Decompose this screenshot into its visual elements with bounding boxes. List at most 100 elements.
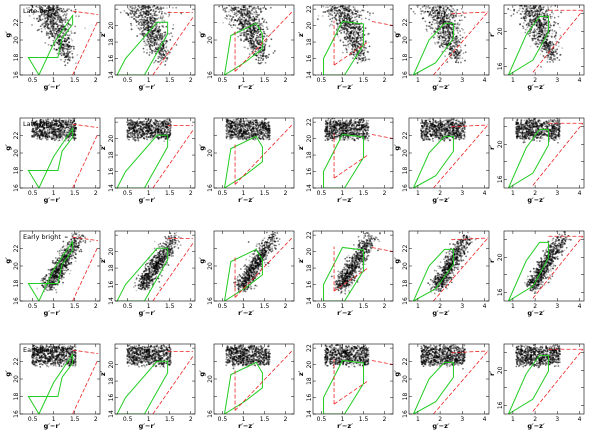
data-point	[348, 5, 351, 8]
data-point	[451, 32, 454, 35]
data-point	[359, 39, 362, 42]
data-point	[57, 13, 60, 16]
data-point	[62, 48, 64, 51]
data-point	[242, 12, 245, 15]
data-point	[540, 49, 543, 52]
data-point	[524, 15, 527, 18]
data-point	[137, 5, 140, 8]
data-point	[440, 44, 443, 47]
data-point	[246, 7, 249, 10]
data-point	[61, 138, 64, 141]
data-point	[133, 1, 135, 3]
data-point	[256, 40, 259, 43]
data-point	[542, 27, 545, 30]
data-point	[129, 16, 131, 19]
data-point	[346, 41, 349, 44]
data-point	[49, 32, 52, 35]
data-point	[548, 26, 551, 29]
data-point	[70, 9, 73, 12]
data-point	[43, 26, 46, 28]
data-point	[148, 0, 150, 1]
data-point	[339, 38, 342, 41]
data-point	[229, 8, 232, 11]
data-point	[62, 120, 64, 122]
data-point	[441, 10, 444, 13]
data-point	[449, 31, 451, 34]
data-point	[151, 18, 154, 21]
data-point	[347, 33, 350, 36]
data-point	[225, 10, 228, 13]
data-point	[334, 7, 336, 10]
data-point	[552, 43, 555, 46]
data-point	[40, 6, 43, 9]
data-point	[62, 43, 65, 46]
data-point	[62, 10, 65, 13]
data-point	[168, 32, 171, 35]
data-point	[159, 17, 162, 19]
data-point	[435, 22, 437, 24]
data-point	[136, 3, 138, 5]
x-tick-label: 3	[555, 77, 559, 84]
data-point	[367, 33, 369, 36]
x-tick-label: 2	[284, 77, 288, 84]
data-point	[143, 40, 146, 43]
data-point	[165, 12, 167, 15]
x-axis-label: r′−z′	[337, 83, 353, 91]
data-point	[525, 13, 527, 16]
data-point	[536, 0, 538, 2]
data-point	[235, 12, 238, 15]
data-point	[524, 11, 527, 14]
data-point	[245, 7, 248, 10]
data-point	[56, 42, 59, 45]
data-point	[353, 19, 356, 22]
data-point	[153, 29, 155, 32]
data-point	[38, 28, 40, 31]
data-point	[147, 10, 150, 13]
data-point	[358, 57, 360, 59]
data-point	[431, 21, 434, 23]
data-point	[437, 6, 440, 9]
data-point	[146, 17, 149, 19]
data-point	[436, 14, 438, 17]
data-point	[158, 51, 161, 54]
data-point	[544, 2, 546, 4]
data-point	[74, 11, 77, 14]
data-point	[67, 56, 70, 59]
data-point	[252, 6, 255, 9]
data-point	[161, 19, 163, 21]
data-point	[449, 12, 452, 15]
data-point	[251, 45, 254, 48]
data-point	[154, 7, 157, 10]
data-point	[453, 9, 456, 12]
data-point	[252, 27, 255, 30]
data-point	[69, 50, 71, 53]
data-point	[135, 15, 137, 18]
data-point	[51, 18, 54, 21]
data-point	[359, 39, 362, 42]
data-point	[59, 35, 62, 37]
data-point	[145, 26, 148, 29]
data-point	[49, 15, 52, 18]
data-point	[159, 15, 162, 18]
data-point	[52, 20, 55, 23]
data-point	[151, 37, 154, 40]
data-point	[230, 18, 233, 20]
data-point	[428, 21, 431, 24]
data-point	[535, 17, 538, 20]
data-point	[348, 35, 351, 37]
data-point	[249, 22, 252, 25]
data-point	[335, 12, 338, 15]
data-point	[522, 15, 525, 18]
data-point	[351, 45, 354, 48]
data-point	[250, 37, 252, 40]
data-point	[66, 25, 69, 27]
data-point	[354, 29, 357, 31]
data-point	[342, 28, 345, 30]
data-point	[42, 5, 45, 7]
point-cloud	[316, 5, 375, 64]
data-point	[148, 38, 151, 41]
data-point	[438, 16, 441, 19]
y-tick-label: 18	[402, 54, 409, 62]
data-point	[549, 48, 552, 50]
